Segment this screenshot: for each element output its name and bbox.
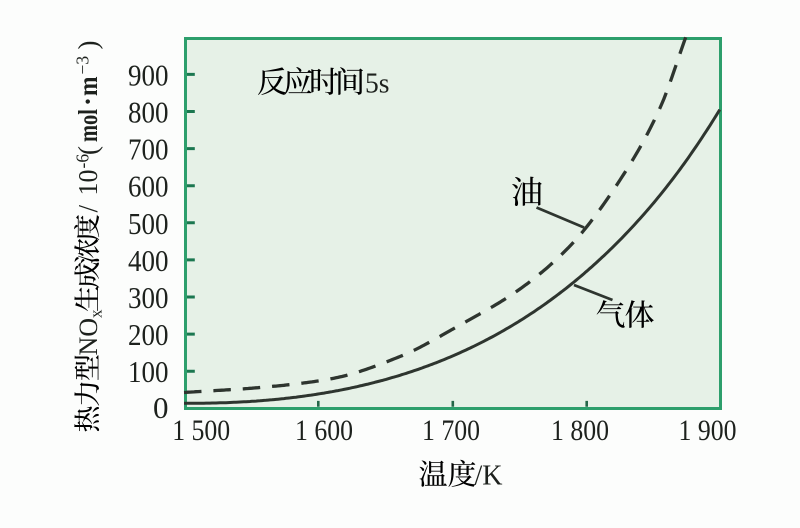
svg-text:600: 600 <box>128 169 169 204</box>
svg-text:1 600: 1 600 <box>295 414 353 447</box>
svg-text:m: m <box>73 76 103 96</box>
svg-text:−3: −3 <box>73 56 93 75</box>
svg-text:500: 500 <box>128 206 169 241</box>
svg-text:0: 0 <box>153 390 169 425</box>
svg-text:1 700: 1 700 <box>422 414 480 447</box>
svg-text:400: 400 <box>128 243 169 278</box>
svg-text:5s: 5s <box>365 68 390 100</box>
svg-text:800: 800 <box>128 95 169 130</box>
svg-text:300: 300 <box>128 280 169 315</box>
svg-text:mol: mol <box>73 109 103 142</box>
svg-text:200: 200 <box>128 317 169 352</box>
svg-text:NO: NO <box>74 318 103 356</box>
svg-text:10: 10 <box>73 170 103 196</box>
svg-text:1 500: 1 500 <box>172 414 230 447</box>
svg-text:700: 700 <box>128 132 169 167</box>
svg-text:x: x <box>87 309 106 318</box>
svg-text:100: 100 <box>128 354 169 389</box>
svg-text:): ) <box>73 41 103 50</box>
svg-text:1 900: 1 900 <box>679 414 737 447</box>
svg-text:/K: /K <box>475 461 503 492</box>
svg-text:(: ( <box>73 146 103 155</box>
svg-text:1 800: 1 800 <box>551 414 609 447</box>
svg-text:-6: -6 <box>73 154 93 169</box>
svg-text:900: 900 <box>128 57 169 92</box>
svg-text:·: · <box>73 97 103 106</box>
svg-text:/: / <box>73 205 103 213</box>
